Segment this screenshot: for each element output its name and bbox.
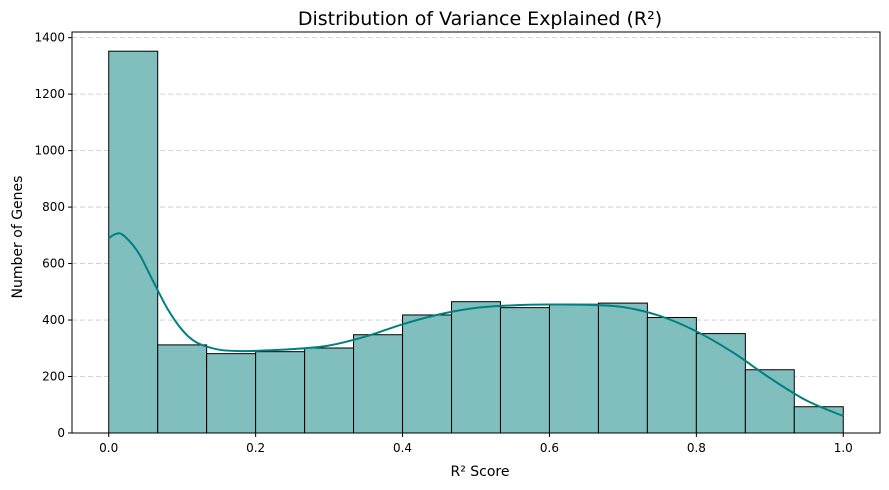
kde-curve (108, 232, 844, 417)
x-tick-label: 0.8 (687, 441, 706, 455)
histogram-bar (255, 351, 306, 434)
histogram-bar (695, 333, 746, 434)
x-tick-label: 0.2 (246, 441, 265, 455)
y-axis-label: Number of Genes (10, 176, 26, 299)
histogram-bars (108, 50, 844, 434)
y-axis-ticks: 0 200 400 600 800 1000 1200 1400 (34, 31, 72, 440)
chart-title: Distribution of Variance Explained (R²) (298, 8, 662, 30)
histogram-bar (793, 406, 844, 434)
x-tick-label: 0.4 (393, 441, 412, 455)
y-tick-label: 1200 (34, 87, 65, 101)
histogram-bar (206, 353, 257, 434)
histogram-bar (157, 344, 208, 434)
x-axis-ticks: 0.0 0.2 0.4 0.6 0.8 1.0 (99, 433, 853, 455)
y-tick-label: 400 (42, 313, 65, 327)
y-tick-label: 1400 (34, 31, 65, 45)
y-tick-label: 200 (42, 370, 65, 384)
histogram-bar (402, 314, 453, 434)
x-axis-label: R² Score (450, 464, 509, 480)
histogram-bar (744, 369, 795, 434)
histogram-bar (499, 307, 550, 434)
histogram-bar (646, 317, 697, 434)
histogram-bar (548, 303, 599, 434)
y-tick-label: 0 (57, 426, 65, 440)
y-tick-label: 800 (42, 200, 65, 214)
plot-frame (71, 31, 881, 434)
histogram-bar (353, 334, 404, 434)
histogram-bar (597, 302, 648, 434)
x-tick-label: 1.0 (834, 441, 853, 455)
y-tick-label: 1000 (34, 144, 65, 158)
histogram-bar (304, 347, 355, 434)
histogram-bar (451, 301, 501, 434)
histogram-bar (108, 50, 159, 434)
x-tick-label: 0.6 (540, 441, 559, 455)
y-tick-label: 600 (42, 257, 65, 271)
x-tick-label: 0.0 (99, 441, 118, 455)
